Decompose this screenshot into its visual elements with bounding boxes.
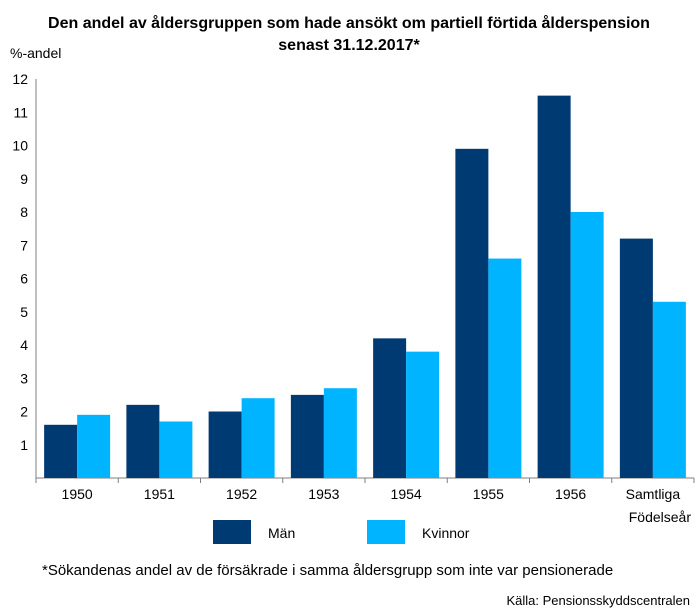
bar-kvinnor-1950 bbox=[77, 414, 111, 478]
x-axis-label: Födelseår bbox=[629, 509, 692, 525]
bar-man-1952 bbox=[208, 411, 242, 478]
bar-kvinnor-1953 bbox=[323, 388, 357, 478]
x-tick-label: 1950 bbox=[62, 486, 93, 502]
bar-kvinnor-1954 bbox=[406, 351, 440, 478]
chart-title-line2: senast 31.12.2017* bbox=[278, 37, 420, 54]
x-tick-label: 1956 bbox=[555, 486, 586, 502]
bar-kvinnor-1956 bbox=[570, 212, 604, 478]
y-tick-label: 4 bbox=[20, 337, 28, 353]
legend-swatch-man bbox=[213, 520, 251, 544]
bars-group bbox=[44, 95, 686, 478]
bar-man-1954 bbox=[373, 338, 407, 478]
y-axis-label: %-andel bbox=[10, 45, 61, 61]
y-tick-label: 2 bbox=[20, 404, 28, 420]
y-tick-label: 11 bbox=[13, 104, 28, 120]
bar-kvinnor-1952 bbox=[241, 398, 275, 478]
bar-man-1955 bbox=[455, 148, 489, 478]
y-tick-label: 1 bbox=[20, 437, 28, 453]
x-axis-ticks: 1950 1951 1952 1953 1954 1955 1956 Samtliga bbox=[35, 478, 695, 502]
y-tick-label: 7 bbox=[20, 237, 28, 253]
legend-label-man: Män bbox=[268, 525, 295, 541]
bar-man-1956 bbox=[537, 95, 571, 478]
x-tick-label: 1951 bbox=[144, 486, 175, 502]
x-tick-label: 1952 bbox=[226, 486, 257, 502]
source-credit: Källa: Pensionsskyddscentralen bbox=[506, 593, 690, 608]
legend-swatch-kvinnor bbox=[367, 520, 405, 544]
bar-man-1951 bbox=[126, 404, 160, 478]
bar-man-1950 bbox=[44, 424, 78, 478]
y-tick-label: 10 bbox=[12, 138, 28, 154]
x-tick-label: 1955 bbox=[473, 486, 504, 502]
x-tick-label: 1954 bbox=[391, 486, 422, 502]
y-tick-label: 6 bbox=[20, 271, 28, 287]
bar-kvinnor-1955 bbox=[488, 258, 522, 478]
legend: Män Kvinnor bbox=[213, 520, 470, 544]
bar-kvinnor-1951 bbox=[159, 421, 193, 478]
y-tick-label: 12 bbox=[12, 71, 28, 87]
bar-man-1953 bbox=[290, 394, 324, 478]
y-tick-label: 9 bbox=[20, 171, 28, 187]
chart-title-line1: Den andel av åldersgruppen som hade ansö… bbox=[48, 14, 650, 32]
bar-man-samtliga bbox=[619, 238, 653, 478]
legend-label-kvinnor: Kvinnor bbox=[422, 525, 470, 541]
y-tick-label: 5 bbox=[20, 304, 28, 320]
footnote: *Sökandenas andel av de försäkrade i sam… bbox=[42, 562, 613, 579]
y-tick-label: 3 bbox=[20, 370, 28, 386]
bar-kvinnor-samtliga bbox=[652, 301, 686, 478]
y-tick-label: 8 bbox=[20, 204, 28, 220]
x-tick-label: 1953 bbox=[308, 486, 339, 502]
x-tick-label: Samtliga bbox=[626, 486, 681, 502]
